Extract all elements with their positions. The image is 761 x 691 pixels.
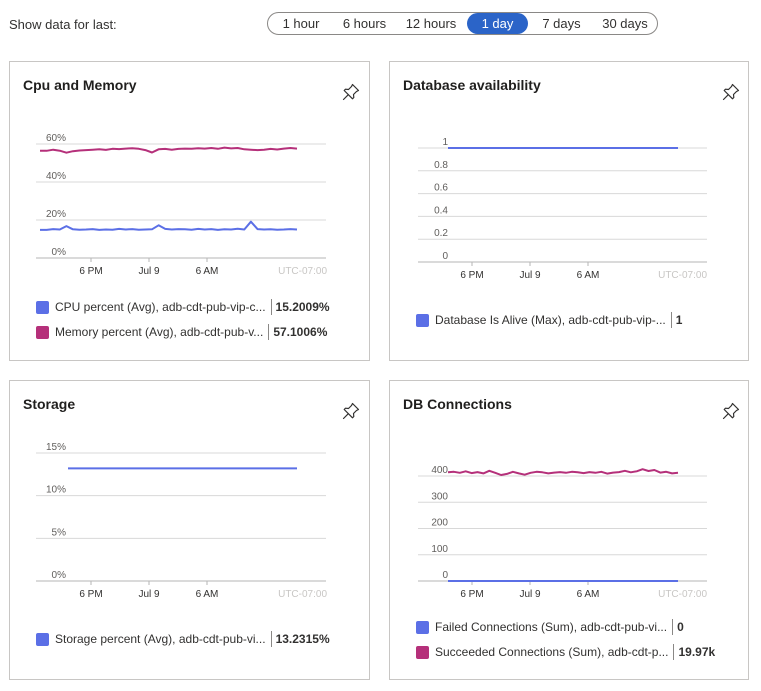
legend-swatch <box>36 632 49 646</box>
series-line <box>447 468 679 476</box>
time-range-label: Show data for last: <box>9 17 117 32</box>
y-tick-label: 1 <box>442 137 448 148</box>
y-tick-label: 20% <box>46 209 66 220</box>
timezone-label: UTC-07:00 <box>278 266 327 277</box>
x-tick-label: 6 AM <box>577 589 600 600</box>
database-availability-chart: 0 0.2 0.4 0.6 0.8 1 6 PM Jul 9 6 AM UTC-07:00 <box>418 137 707 281</box>
legend-divider <box>270 631 272 647</box>
card-title: Storage <box>23 396 76 412</box>
timezone-label: UTC-07:00 <box>278 589 327 600</box>
y-tick-label: 0 <box>442 251 448 262</box>
card-title: Cpu and Memory <box>23 77 137 93</box>
y-tick-label: 0.8 <box>434 160 448 171</box>
y-tick-label: 10% <box>46 485 66 496</box>
y-tick-label: 40% <box>46 171 66 182</box>
card-title: DB Connections <box>403 396 512 412</box>
time-option-30-days[interactable]: 30 days <box>602 16 648 31</box>
x-tick-label: 6 PM <box>460 589 483 600</box>
y-tick-label: 400 <box>431 465 448 476</box>
time-option-1-hour[interactable]: 1 hour <box>282 16 320 31</box>
storage-card[interactable]: Storage 0% 5% 10% 15% 6 PM Jul 9 6 AM UTC-07:00… <box>9 380 370 680</box>
time-range-selector: 1 hour 6 hours 12 hours 1 day 7 days 30 … <box>267 12 658 35</box>
y-tick-label: 0% <box>52 247 67 258</box>
y-tick-label: 0.6 <box>434 183 448 194</box>
legend-divider <box>270 299 272 315</box>
series-line <box>39 146 298 154</box>
legend-label: Succeeded Connections (Sum), adb-cdt-p..… <box>435 645 669 659</box>
db-connections-chart: 0 100 200 300 400 6 PM Jul 9 6 AM UTC-07:00 <box>418 465 707 600</box>
x-tick-label: Jul 9 <box>519 589 541 600</box>
time-option-7-days[interactable]: 7 days <box>542 16 581 31</box>
cpu-memory-chart: 0% 20% 40% 60% 6 PM Jul 9 6 AM UTC-07:00 <box>36 133 327 277</box>
database-availability-card[interactable]: Database availability 0 0.2 0.4 0.6 0.8 1 6 PM… <box>389 61 749 361</box>
time-option-6-hours[interactable]: 6 hours <box>342 16 387 31</box>
legend-divider <box>672 619 674 635</box>
timezone-label: UTC-07:00 <box>658 270 707 281</box>
legend-value: 57.1006% <box>273 325 328 339</box>
legend-divider <box>268 324 270 340</box>
card-title: Database availability <box>403 77 541 93</box>
x-tick-label: 6 AM <box>577 270 600 281</box>
pin-icon[interactable] <box>340 400 362 422</box>
legend-swatch <box>416 313 429 327</box>
legend-item-database-is-alive[interactable]: Database Is Alive (Max), adb-cdt-pub-vip… <box>416 310 682 330</box>
legend-value: 1 <box>675 313 683 327</box>
timezone-label: UTC-07:00 <box>658 589 707 600</box>
x-tick-label: Jul 9 <box>138 266 160 277</box>
legend-swatch <box>36 300 49 314</box>
x-tick-label: 6 AM <box>196 589 219 600</box>
legend-label: Storage percent (Avg), adb-cdt-pub-vi... <box>55 632 266 646</box>
legend-item-failed-connections[interactable]: Failed Connections (Sum), adb-cdt-pub-vi… <box>416 617 684 637</box>
legend-swatch <box>36 325 49 339</box>
x-tick-label: 6 AM <box>196 266 219 277</box>
legend-swatch <box>416 645 429 659</box>
legend-item-memory-percent[interactable]: Memory percent (Avg), adb-cdt-pub-v... 5… <box>36 322 327 342</box>
legend-item-cpu-percent[interactable]: CPU percent (Avg), adb-cdt-pub-vip-c... … <box>36 297 330 317</box>
legend-value: 19.97k <box>678 645 716 659</box>
x-tick-label: Jul 9 <box>138 589 160 600</box>
legend-item-succeeded-connections[interactable]: Succeeded Connections (Sum), adb-cdt-p..… <box>416 642 715 662</box>
legend-divider <box>670 312 672 328</box>
legend-value: 15.2009% <box>275 300 330 314</box>
y-tick-label: 0.2 <box>434 228 448 239</box>
series-line <box>40 220 298 231</box>
legend-value: 13.2315% <box>275 632 330 646</box>
pin-icon[interactable] <box>340 81 362 103</box>
time-option-1-day[interactable]: 1 day <box>467 13 528 34</box>
x-tick-label: 6 PM <box>460 270 483 281</box>
legend-swatch <box>416 620 429 634</box>
x-tick-label: 6 PM <box>79 589 102 600</box>
pin-icon[interactable] <box>720 400 742 422</box>
legend-label: CPU percent (Avg), adb-cdt-pub-vip-c... <box>55 300 266 314</box>
legend-divider <box>673 644 675 660</box>
cpu-memory-card[interactable]: Cpu and Memory 0% 20% 40% 60% 6 PM Jul 9 6 AM U… <box>9 61 370 361</box>
y-tick-label: 300 <box>431 491 448 502</box>
x-tick-label: 6 PM <box>79 266 102 277</box>
time-option-12-hours[interactable]: 12 hours <box>405 16 457 31</box>
x-tick-label: Jul 9 <box>519 270 541 281</box>
y-tick-label: 5% <box>52 527 67 538</box>
y-tick-label: 0.4 <box>434 205 448 216</box>
db-connections-card[interactable]: DB Connections 0 100 200 300 400 6 PM Jul 9 6 A… <box>389 380 749 680</box>
legend-label: Memory percent (Avg), adb-cdt-pub-v... <box>55 325 264 339</box>
y-tick-label: 0% <box>52 570 67 581</box>
y-tick-label: 60% <box>46 133 66 144</box>
pin-icon[interactable] <box>720 81 742 103</box>
storage-chart: 0% 5% 10% 15% 6 PM Jul 9 6 AM UTC-07:00 <box>36 442 327 600</box>
legend-value: 0 <box>677 620 684 634</box>
y-tick-label: 0 <box>442 570 448 581</box>
legend-item-storage-percent[interactable]: Storage percent (Avg), adb-cdt-pub-vi...… <box>36 629 330 649</box>
legend-label: Failed Connections (Sum), adb-cdt-pub-vi… <box>435 620 668 634</box>
y-tick-label: 15% <box>46 442 66 453</box>
y-tick-label: 100 <box>431 544 448 555</box>
y-tick-label: 200 <box>431 518 448 529</box>
legend-label: Database Is Alive (Max), adb-cdt-pub-vip… <box>435 313 666 327</box>
